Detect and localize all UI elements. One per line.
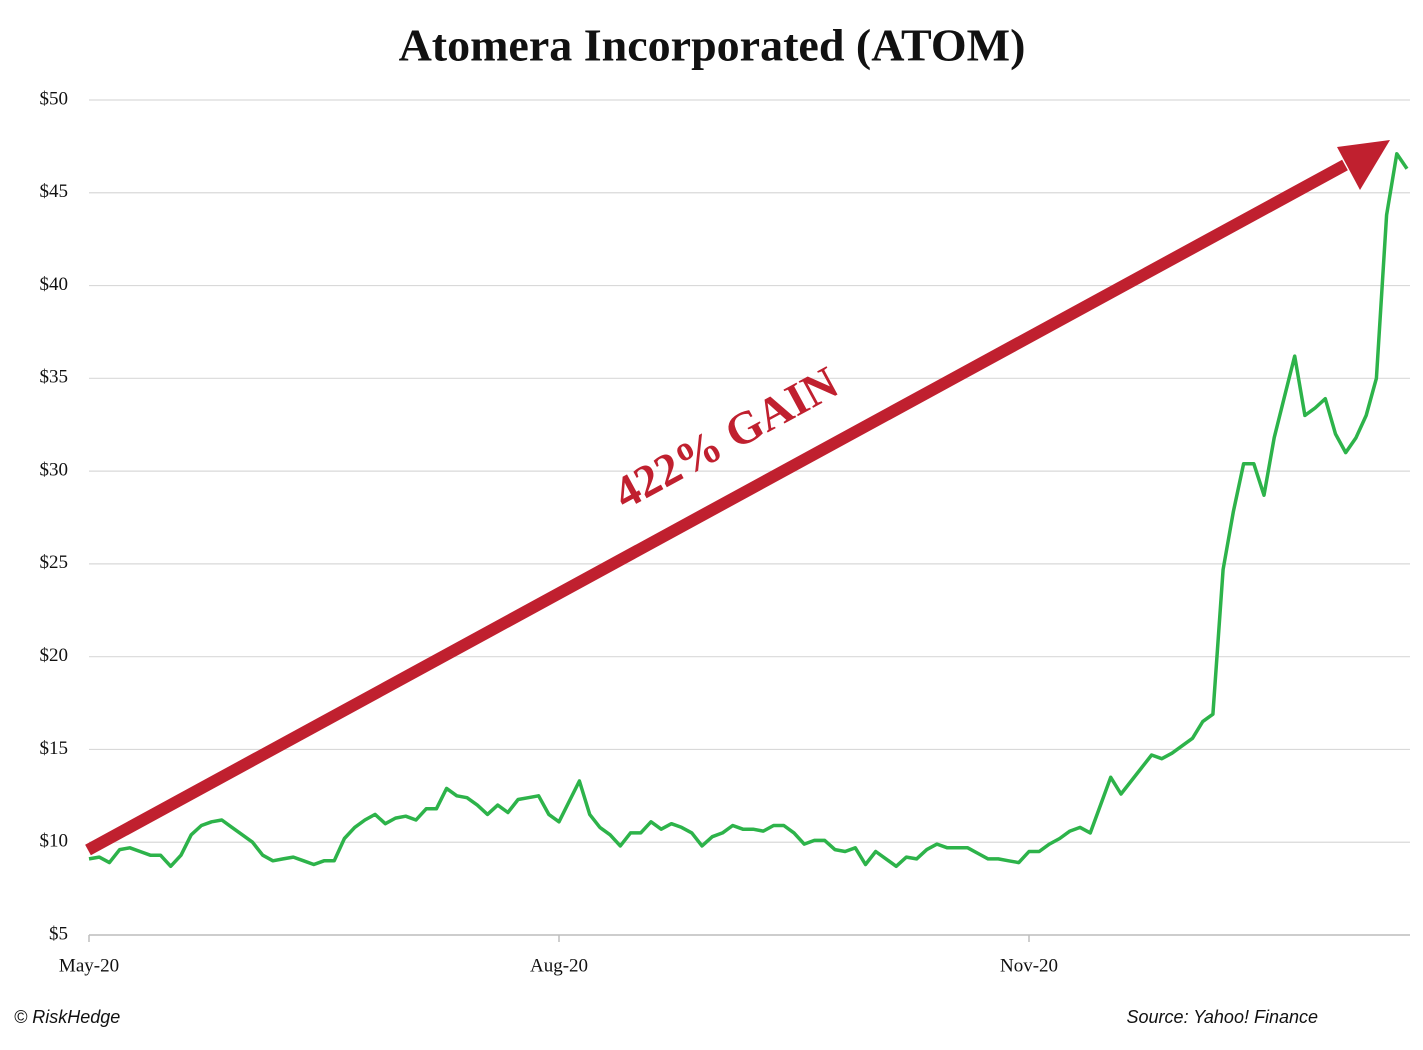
- y-tick-label: $40: [40, 274, 69, 295]
- annotation: 422% GAIN: [605, 356, 846, 518]
- price-line: [88, 152, 1409, 869]
- grid: [88, 99, 1410, 942]
- y-tick-label: $10: [40, 831, 69, 852]
- chart-title: Atomera Incorporated (ATOM): [399, 20, 1026, 71]
- source: Source: Yahoo! Finance: [1127, 1007, 1318, 1027]
- x-tick-label: Nov-20: [1000, 955, 1058, 976]
- x-tick-label: May-20: [59, 955, 119, 976]
- y-tick-label: $20: [40, 645, 69, 666]
- arrow-shaft: [85, 159, 1348, 856]
- x-tick-label: Aug-20: [530, 955, 588, 976]
- y-tick-label: $30: [40, 459, 69, 480]
- y-tick-label: $35: [40, 367, 69, 388]
- credit: © RiskHedge: [14, 1007, 120, 1027]
- arrow-head: [1337, 140, 1390, 190]
- y-tick-label: $15: [40, 738, 69, 759]
- y-tick-label: $45: [40, 181, 69, 202]
- y-tick-label: $25: [40, 552, 69, 573]
- y-tick-label: $50: [40, 88, 69, 109]
- y-tick-label: $5: [49, 923, 68, 944]
